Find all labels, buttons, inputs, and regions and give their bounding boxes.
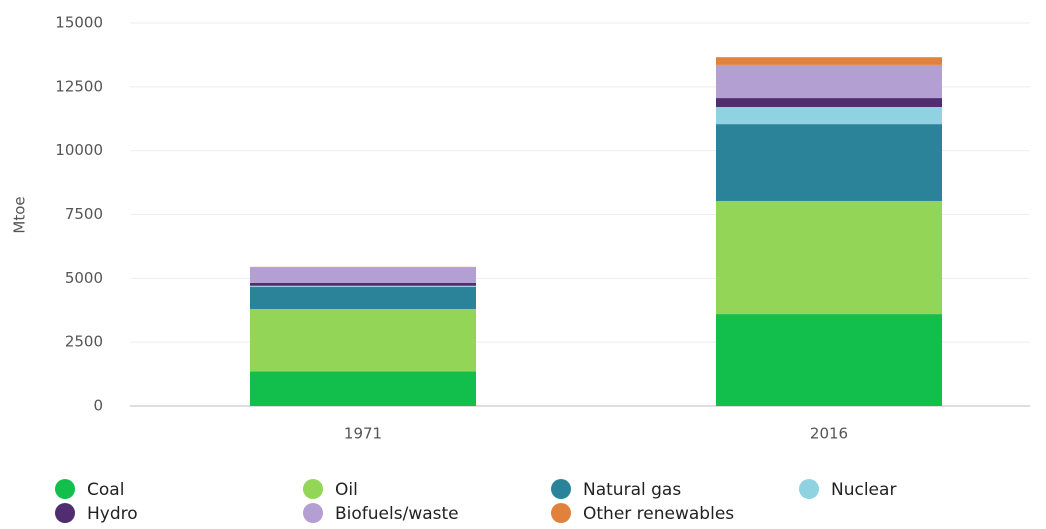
legend-label: Nuclear [831, 480, 896, 500]
bar-segment [716, 314, 942, 406]
bar-segment [716, 57, 942, 65]
y-tick-label: 0 [93, 397, 103, 415]
bar-segment [250, 287, 476, 309]
y-tick-label: 12500 [55, 77, 103, 95]
legend-swatch [799, 479, 819, 499]
legend-label: Oil [335, 480, 358, 500]
legend-swatch [55, 479, 75, 499]
legend-swatch [303, 479, 323, 499]
y-tick-label: 10000 [55, 141, 103, 159]
bar-segment [250, 372, 476, 406]
bar-segment [250, 267, 476, 283]
legend-swatch [55, 503, 75, 523]
y-axis-label: Mtoe [11, 196, 29, 233]
legend-label: Biofuels/waste [335, 504, 459, 524]
legend-swatch [303, 503, 323, 523]
legend-label: Coal [87, 480, 124, 500]
bar-segment [716, 124, 942, 201]
legend-label: Natural gas [583, 480, 681, 500]
bar-segment [716, 98, 942, 107]
bar-segment [716, 107, 942, 124]
y-tick-label: 5000 [65, 269, 103, 287]
y-tick-label: 2500 [65, 333, 103, 351]
y-tick-label: 7500 [65, 205, 103, 223]
bar-segment [716, 65, 942, 98]
y-tick-label: 15000 [55, 14, 103, 32]
bar-segment [250, 286, 476, 287]
legend-swatch [551, 503, 571, 523]
bar-segment [250, 309, 476, 372]
x-tick-label: 2016 [810, 425, 848, 443]
x-tick-label: 1971 [344, 425, 382, 443]
legend-label: Other renewables [583, 504, 734, 524]
bar-segment [250, 283, 476, 286]
legend-label: Hydro [87, 504, 138, 524]
bar-segment [716, 201, 942, 314]
legend-swatch [551, 479, 571, 499]
